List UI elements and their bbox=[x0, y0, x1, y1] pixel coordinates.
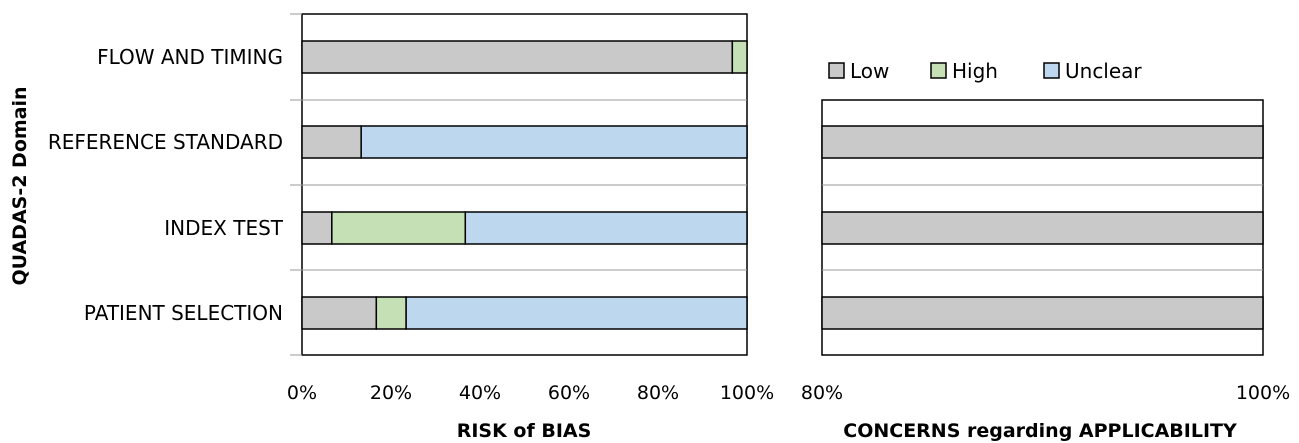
bar-index-test-high bbox=[331, 211, 467, 245]
legend-label-unclear: Unclear bbox=[1065, 59, 1142, 83]
x-tick-label: 20% bbox=[370, 382, 412, 404]
x-tick-label: 60% bbox=[548, 382, 590, 404]
bar-reference-standard-low bbox=[821, 125, 1264, 159]
x-tick-label: 80% bbox=[637, 382, 679, 404]
risk-of-bias-plot: PATIENT SELECTION INDEX TEST REFERENCE STA… bbox=[48, 13, 774, 404]
category-label-reference-standard: REFERENCE STANDARD bbox=[48, 130, 283, 154]
x-tick-label: 0% bbox=[287, 382, 317, 404]
applicability-plot: 80% 100% bbox=[801, 99, 1290, 404]
x-tick-label: 100% bbox=[720, 382, 774, 404]
x-axis-title-risk: RISK of BIAS bbox=[457, 420, 592, 442]
bar-patient-selection-unclear bbox=[405, 296, 748, 330]
bar-flow-and-timing-high bbox=[731, 40, 748, 74]
bar-index-test-low bbox=[821, 211, 1264, 245]
x-tick-label: 40% bbox=[459, 382, 501, 404]
bar-reference-standard-low bbox=[301, 125, 362, 159]
legend-label-low: Low bbox=[850, 59, 889, 83]
category-label-patient-selection: PATIENT SELECTION bbox=[84, 301, 283, 325]
x-tick-label: 80% bbox=[801, 382, 843, 404]
bar-index-test-unclear bbox=[464, 211, 748, 245]
bar-index-test-low bbox=[301, 211, 333, 245]
y-axis-title: QUADAS-2 Domain bbox=[9, 86, 31, 285]
x-axis-title-applicability: CONCERNS regarding APPLICABILITY bbox=[843, 420, 1237, 442]
x-tick-label: 100% bbox=[1236, 382, 1290, 404]
bar-reference-standard-unclear bbox=[360, 125, 748, 159]
legend-swatch-low bbox=[828, 62, 845, 79]
bar-patient-selection-low bbox=[301, 296, 378, 330]
legend-swatch-high bbox=[930, 62, 947, 79]
legend: Low High Unclear bbox=[828, 59, 1142, 83]
bar-patient-selection-low bbox=[821, 296, 1264, 330]
bar-patient-selection-high bbox=[375, 296, 407, 330]
category-label-index-test: INDEX TEST bbox=[164, 216, 284, 240]
bar-flow-and-timing-low bbox=[301, 40, 734, 74]
legend-label-high: High bbox=[952, 59, 998, 83]
category-label-flow-and-timing: FLOW AND TIMING bbox=[97, 45, 283, 69]
legend-swatch-unclear bbox=[1043, 62, 1060, 79]
